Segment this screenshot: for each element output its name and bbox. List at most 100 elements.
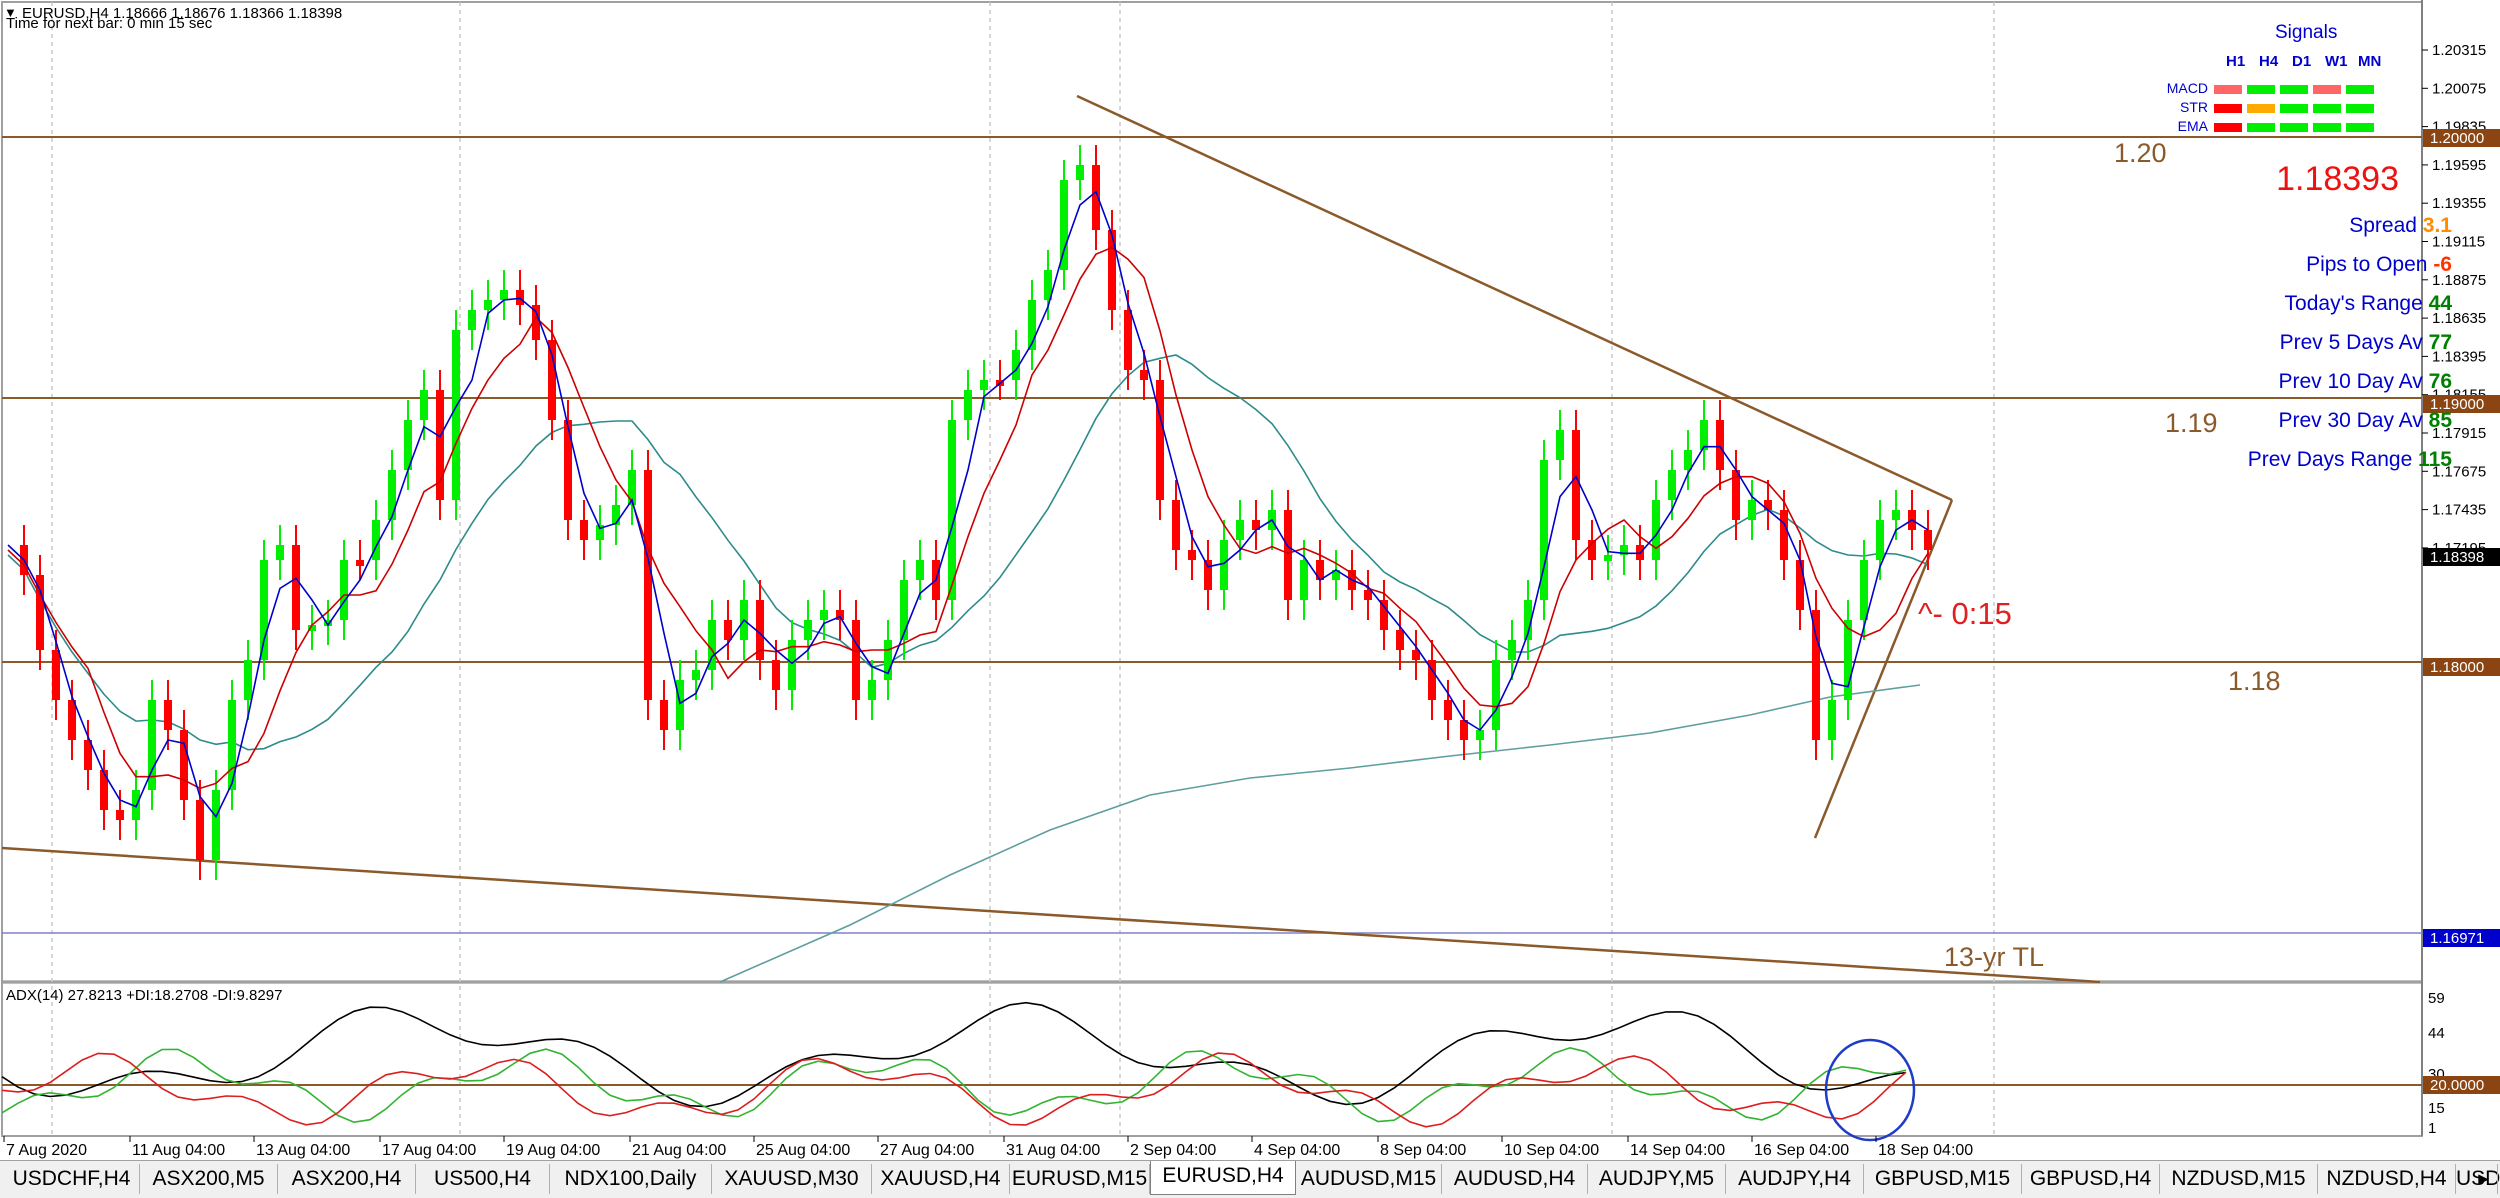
signals-stat: Prev Days Range 115: [2248, 448, 2453, 471]
candle-body: [1892, 510, 1900, 520]
candle-body: [148, 700, 156, 790]
candle-body: [1684, 450, 1692, 470]
signal-cell: [2247, 85, 2275, 94]
signals-timeframe-label: W1: [2325, 53, 2348, 70]
candle-body: [388, 470, 396, 520]
time-tick-label: 7 Aug 2020: [6, 1142, 87, 1159]
time-tick-label: 13 Aug 04:00: [256, 1142, 350, 1159]
candle-body: [852, 620, 860, 700]
chart-tab[interactable]: NDX100,Daily: [550, 1164, 712, 1194]
adx-level-box: 20.0000: [2430, 1077, 2484, 1094]
chart-tab[interactable]: AUDUSD,H4: [1442, 1164, 1588, 1194]
candle-body: [84, 740, 92, 770]
chart-tab[interactable]: USDC: [2456, 1164, 2500, 1194]
candle-body: [1700, 420, 1708, 450]
signals-stat: Prev 5 Days Av 77: [2280, 331, 2452, 354]
candle-body: [1476, 730, 1484, 740]
chart-tab[interactable]: XAUUSD,H4: [872, 1164, 1010, 1194]
chart-tab[interactable]: AUDJPY,H4: [1726, 1164, 1864, 1194]
candle-body: [1924, 530, 1932, 550]
candle-body: [1060, 180, 1068, 270]
candle-body: [1444, 700, 1452, 720]
signal-cell: [2280, 85, 2308, 94]
candle-body: [484, 300, 492, 310]
candle-body: [1140, 370, 1148, 380]
signal-cell: [2313, 104, 2341, 113]
candle-body: [308, 625, 316, 631]
candle-body: [1220, 540, 1228, 590]
chart-tab[interactable]: AUDUSD,M15: [1296, 1164, 1442, 1194]
annotation-13yr-tl: 13-yr TL: [1944, 942, 2044, 972]
candle-body: [708, 620, 716, 670]
signals-timeframes: H1 H4 D1 W1 MN: [2226, 53, 2381, 70]
candle-body: [1028, 300, 1036, 350]
signal-cell: [2346, 85, 2374, 94]
candle-body: [196, 800, 204, 860]
signal-cell: [2346, 123, 2374, 132]
candle-body: [356, 560, 364, 566]
signals-row-label: STR: [2180, 99, 2208, 115]
candle-body: [452, 330, 460, 500]
annotation-countdown: ^- 0:15: [1918, 596, 2012, 631]
box-trendline-price: 1.16971: [2430, 930, 2484, 947]
adx-tick-label: 44: [2428, 1025, 2445, 1042]
horizontal-levels: [2, 136, 2422, 934]
candle-body: [1380, 600, 1388, 630]
candle-body: [1508, 640, 1516, 660]
candle-body: [468, 310, 476, 330]
time-tick-label: 27 Aug 04:00: [880, 1142, 974, 1159]
mid-moving-average: [7, 246, 1929, 790]
price-axis-boxes: 1.20000 1.19000 1.18398 1.18000 1.16971: [2423, 129, 2500, 947]
candle-body: [548, 340, 556, 420]
candle-body: [532, 305, 540, 340]
candle-body: [868, 680, 876, 700]
chart-tab[interactable]: USDCHF,H4: [4, 1164, 140, 1194]
candle-body: [804, 620, 812, 640]
adx-line: [1, 1001, 1907, 1108]
candle-body: [180, 730, 188, 800]
candle-body: [116, 810, 124, 820]
signals-panel: Signals H1 H4 D1 W1 MN MACD STR EMA 1.18393 Sp…: [2167, 22, 2453, 471]
chart-tab[interactable]: NZDUSD,H4: [2318, 1164, 2456, 1194]
candle-body: [1396, 630, 1404, 650]
chart-tab[interactable]: NZDUSD,M15: [2160, 1164, 2318, 1194]
candle-body: [1364, 590, 1372, 600]
signal-cell: [2214, 123, 2242, 132]
signal-cell: [2313, 123, 2341, 132]
candle-body: [1844, 620, 1852, 700]
box-current-price: 1.18398: [2430, 549, 2484, 566]
price-chart[interactable]: ▼ EURUSD,H4 1.18666 1.18676 1.18366 1.18…: [0, 0, 2500, 1160]
trendlines: [1, 94, 2101, 984]
chart-tab[interactable]: AUDJPY,M5: [1588, 1164, 1726, 1194]
signals-grid: MACD STR EMA: [2167, 80, 2374, 134]
time-tick-label: 16 Sep 04:00: [1754, 1142, 1849, 1159]
candle-body: [1044, 270, 1052, 300]
chart-tab[interactable]: ASX200,M5: [140, 1164, 278, 1194]
adx-tick-label: 15: [2428, 1100, 2445, 1117]
signal-cell: [2214, 85, 2242, 94]
chart-tab[interactable]: EURUSD,M15: [1010, 1164, 1150, 1194]
price-tick-label: 1.17675: [2432, 463, 2486, 480]
symbol-header: EURUSD,H4 1.18666 1.18676 1.18366 1.1839…: [22, 5, 342, 22]
candle-body: [1252, 520, 1260, 530]
plus-di-line: [1, 1046, 1907, 1124]
adx-tick-label: 59: [2428, 990, 2445, 1007]
time-tick-label: 10 Sep 04:00: [1504, 1142, 1599, 1159]
chart-tab[interactable]: US500,H4: [416, 1164, 550, 1194]
candle-body: [1828, 700, 1836, 740]
candle-body: [628, 470, 636, 505]
chart-tab[interactable]: EURUSD,H4: [1150, 1161, 1296, 1195]
chart-tab[interactable]: XAUUSD,M30: [712, 1164, 872, 1194]
symbol-triangle-icon[interactable]: ▼: [4, 5, 17, 20]
chart-tab[interactable]: ASX200,H4: [278, 1164, 416, 1194]
signals-stat: Prev 10 Day Av 76: [2278, 370, 2452, 393]
bar-timer: Time for next bar: 0 min 15 sec: [6, 15, 213, 32]
candle-body: [1492, 660, 1500, 730]
tab-scroll-right-icon[interactable]: ▸: [2470, 1164, 2498, 1194]
chart-tab[interactable]: GBPUSD,M15: [1864, 1164, 2022, 1194]
signals-price: 1.18393: [2276, 160, 2399, 198]
chart-tab[interactable]: GBPUSD,H4: [2022, 1164, 2160, 1194]
candle-body: [1204, 560, 1212, 590]
signal-cell: [2247, 123, 2275, 132]
